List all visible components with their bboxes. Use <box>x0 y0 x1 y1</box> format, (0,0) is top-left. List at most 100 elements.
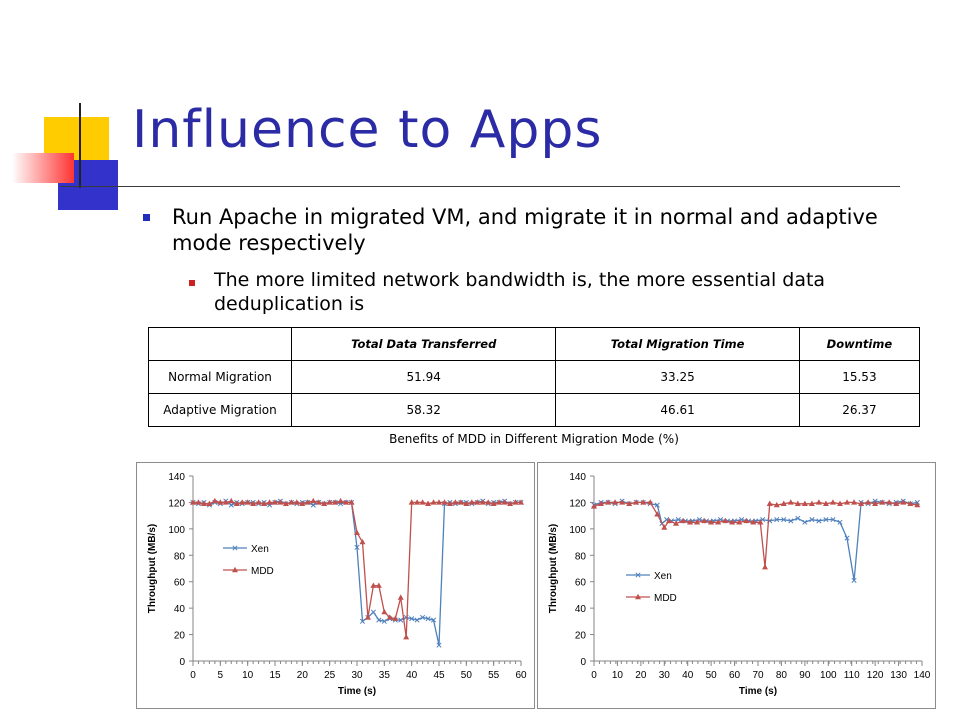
data-point-mdd <box>914 501 921 508</box>
data-point-mdd <box>332 499 339 505</box>
x-tick-label: 50 <box>461 670 473 681</box>
y-tick-label: 20 <box>575 631 587 642</box>
data-point-mdd <box>844 499 851 505</box>
data-point-mdd <box>865 499 872 505</box>
data-point-mdd <box>326 499 333 505</box>
x-tick-label: 30 <box>659 670 671 681</box>
table-header-cell: Total Migration Time <box>555 327 800 361</box>
results-table: Total Data Transferred Total Migration T… <box>148 327 921 427</box>
data-point-mdd <box>605 499 612 505</box>
legend-marker <box>232 545 238 551</box>
data-point-mdd <box>851 499 858 505</box>
data-point-mdd <box>436 499 442 505</box>
x-tick-label: 120 <box>867 670 884 681</box>
data-point-mdd <box>598 500 605 506</box>
title-divider <box>60 186 900 187</box>
data-point-mdd <box>743 517 750 524</box>
data-point-xen <box>675 517 681 523</box>
x-tick-label: 35 <box>379 670 391 681</box>
legend-label-xen: Xen <box>251 544 269 555</box>
deco-vertical-line <box>79 103 81 188</box>
data-point-mdd <box>490 500 497 506</box>
slide-title: Influence to Apps <box>132 100 603 160</box>
data-point-mdd <box>665 517 672 524</box>
data-point-mdd <box>304 499 311 505</box>
data-point-xen <box>795 515 801 521</box>
y-tick-label: 140 <box>168 472 185 483</box>
y-tick-label: 60 <box>575 578 587 589</box>
data-point-mdd <box>501 499 508 505</box>
data-point-mdd <box>359 538 366 545</box>
sub-bullet-marker <box>189 280 195 286</box>
data-point-mdd <box>272 499 278 505</box>
data-point-mdd <box>872 500 879 506</box>
data-point-xen <box>844 535 850 541</box>
data-point-mdd <box>354 529 360 536</box>
data-point-xen <box>430 617 437 623</box>
x-tick-label: 90 <box>799 670 811 681</box>
legend-label-mdd: MDD <box>251 566 274 577</box>
data-point-mdd <box>419 499 426 505</box>
series-line-mdd <box>193 500 521 638</box>
data-point-mdd <box>244 499 251 505</box>
y-tick-label: 100 <box>569 525 586 536</box>
data-point-mdd <box>591 503 597 509</box>
data-point-xen <box>654 502 660 508</box>
data-point-mdd <box>729 519 736 525</box>
data-point-mdd <box>654 511 661 517</box>
data-point-mdd <box>808 500 815 506</box>
data-point-mdd <box>364 614 371 620</box>
data-point-mdd <box>801 500 808 506</box>
data-point-mdd <box>612 499 619 505</box>
data-point-xen <box>837 519 843 525</box>
data-point-mdd <box>766 500 773 506</box>
table-cell: Adaptive Migration <box>148 393 292 427</box>
data-point-mdd <box>414 499 421 505</box>
data-point-mdd <box>430 499 437 505</box>
data-point-mdd <box>217 499 224 505</box>
data-point-mdd <box>277 499 284 505</box>
x-tick-label: 140 <box>914 670 931 681</box>
x-tick-label: 110 <box>844 670 860 681</box>
y-tick-label: 100 <box>168 525 185 536</box>
data-point-xen <box>381 618 387 624</box>
x-tick-label: 100 <box>820 670 837 681</box>
data-point-xen <box>359 618 366 624</box>
x-tick-label: 60 <box>515 670 527 681</box>
data-point-mdd <box>518 499 524 505</box>
x-axis-label: Time (s) <box>739 686 777 697</box>
data-point-mdd <box>452 499 459 505</box>
data-point-mdd <box>474 499 481 505</box>
y-tick-label: 40 <box>575 604 587 615</box>
data-point-mdd <box>479 499 486 505</box>
x-tick-label: 25 <box>324 670 336 681</box>
data-point-mdd <box>200 500 207 506</box>
data-point-mdd <box>815 499 822 505</box>
y-tick-label: 20 <box>174 631 186 642</box>
data-point-mdd <box>647 499 654 505</box>
data-point-mdd <box>288 499 295 505</box>
data-point-mdd <box>233 500 240 506</box>
bullet-sub: The more limited network bandwidth is, t… <box>214 269 826 315</box>
data-point-mdd <box>680 517 687 524</box>
data-point-mdd <box>228 497 235 504</box>
x-tick-label: 80 <box>776 670 788 681</box>
data-point-xen <box>398 617 404 623</box>
data-point-mdd <box>386 614 393 620</box>
data-point-mdd <box>397 594 404 600</box>
table-cell: 51.94 <box>290 360 557 394</box>
data-point-mdd <box>403 634 410 640</box>
data-point-mdd <box>222 499 229 505</box>
data-point-mdd <box>701 517 708 524</box>
data-point-xen <box>851 577 857 583</box>
x-tick-label: 40 <box>682 670 694 681</box>
series-line-xen <box>593 500 918 581</box>
y-tick-label: 140 <box>569 472 586 483</box>
data-point-mdd <box>496 499 503 505</box>
data-point-mdd <box>694 519 701 525</box>
data-point-mdd <box>822 500 829 506</box>
x-tick-label: 40 <box>406 670 418 681</box>
data-point-mdd <box>408 499 415 505</box>
data-point-mdd <box>633 499 640 505</box>
data-point-mdd <box>787 499 794 505</box>
